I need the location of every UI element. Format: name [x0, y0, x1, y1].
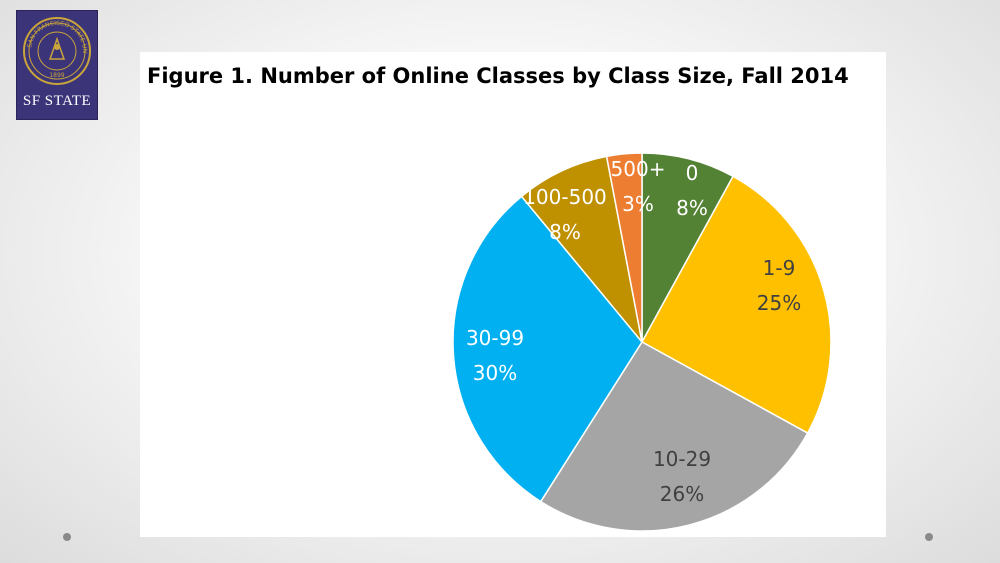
pie-slice-100-500	[520, 155, 643, 343]
pie-category-label: 0	[686, 161, 699, 185]
pie-label-10-29: 10-29 26%	[653, 447, 711, 506]
slide-dot-left	[63, 533, 71, 541]
pie-label-500+: 500+ 3%	[611, 157, 666, 216]
pie-value-label: 3%	[622, 192, 654, 216]
pie-category-label: 10-29	[653, 447, 711, 471]
logo-text: SF STATE	[22, 93, 92, 109]
seal-year: 1899	[49, 72, 64, 79]
pie-slice-10-29	[539, 341, 809, 532]
pie-value-label: 8%	[549, 220, 581, 244]
pie-label-100-500: 100-500 8%	[523, 185, 607, 244]
pie-slice-0	[641, 152, 735, 343]
sf-state-logo: SAN FRANCISCO STATE UNIVERSITY 1899 SF S…	[16, 10, 98, 120]
pie-value-label: 30%	[473, 361, 517, 385]
university-seal-icon: SAN FRANCISCO STATE UNIVERSITY 1899	[17, 11, 91, 85]
pie-label-1-9: 1-9 25%	[757, 256, 801, 315]
pie-label-30-99: 30-99 30%	[466, 326, 524, 385]
pie-slice-500+	[605, 152, 643, 343]
pie-category-label: 100-500	[523, 185, 607, 209]
slide-dot-right	[925, 533, 933, 541]
pie-category-label: 30-99	[466, 326, 524, 350]
pie-value-label: 8%	[676, 196, 708, 220]
pie-slice-30-99	[452, 195, 643, 503]
pie-category-label: 500+	[611, 157, 666, 181]
pie-label-0: 0 8%	[676, 161, 708, 220]
pie-value-label: 25%	[757, 291, 801, 315]
pie-slice-1-9	[640, 175, 832, 435]
pie-value-label: 26%	[660, 482, 704, 506]
pie-category-label: 1-9	[763, 256, 796, 280]
chart-title: Figure 1. Number of Online Classes by Cl…	[147, 64, 849, 88]
